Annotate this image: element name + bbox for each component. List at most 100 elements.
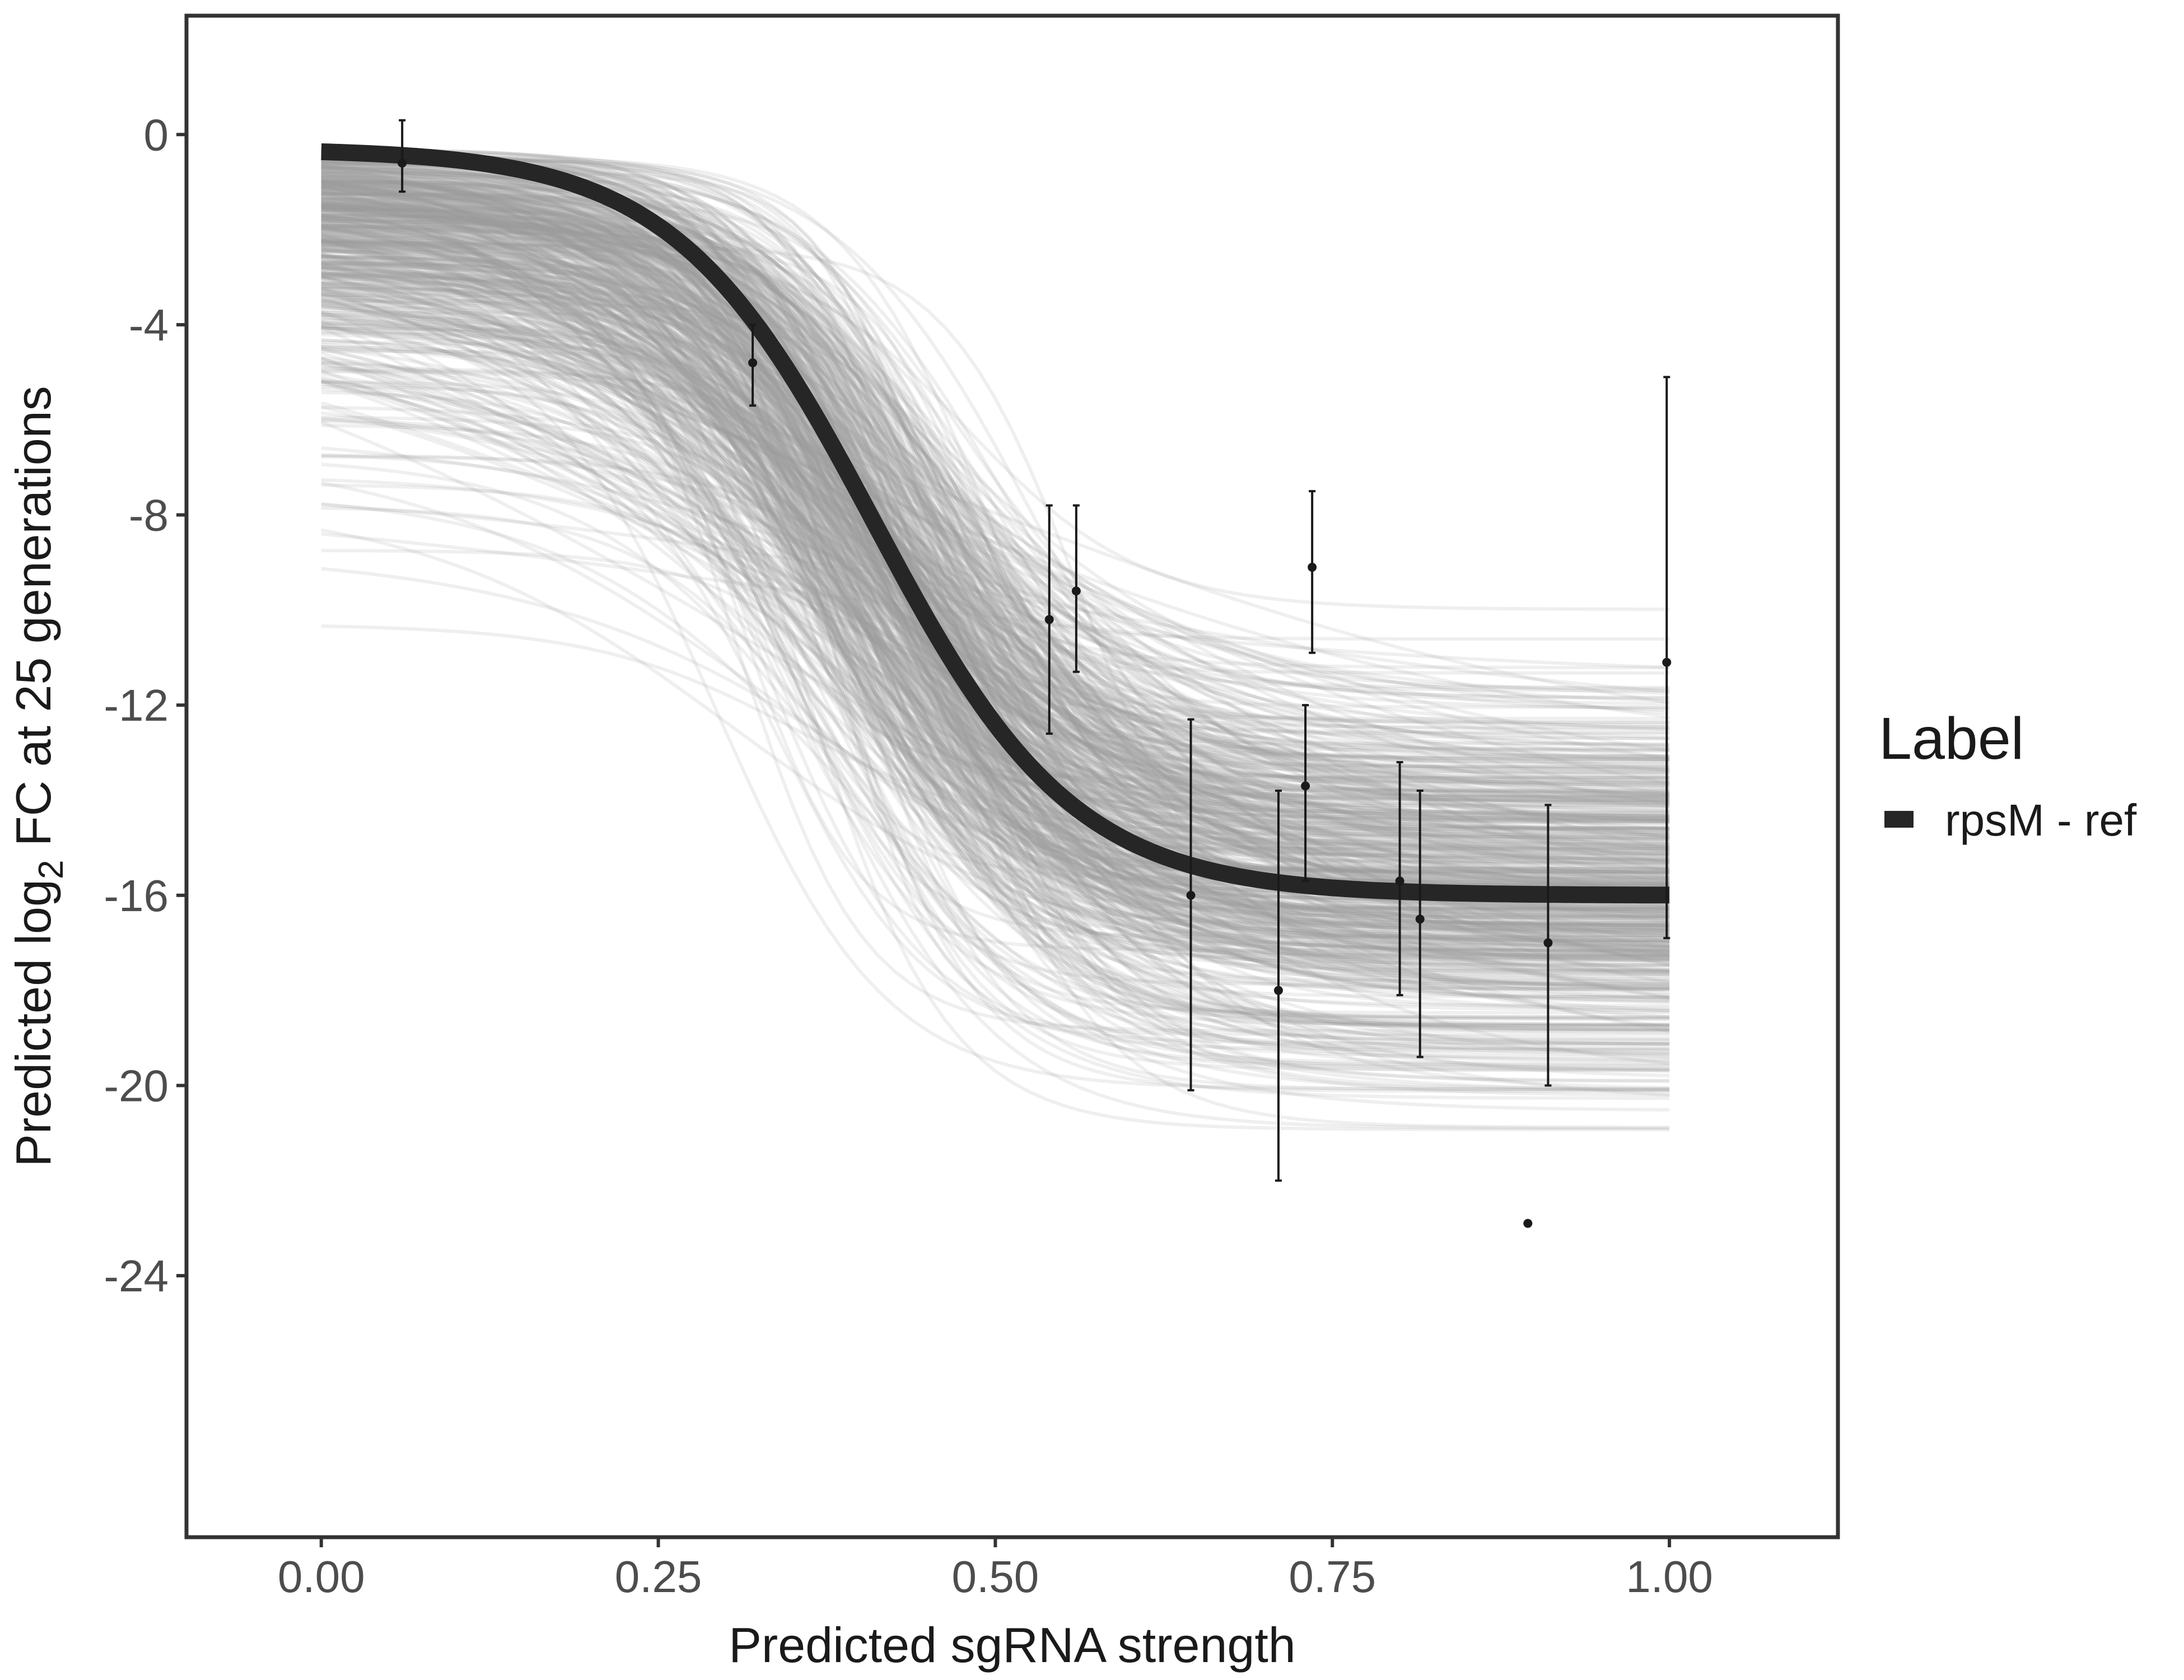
posterior-draw-line — [321, 234, 1670, 1001]
posterior-draw-line — [321, 263, 1670, 825]
posterior-draw-line — [321, 206, 1670, 785]
posterior-draw-line — [321, 195, 1670, 870]
posterior-draw-line — [321, 204, 1670, 831]
posterior-draw-line — [321, 186, 1670, 1012]
posterior-draw-line — [321, 180, 1670, 897]
posterior-draw-line — [321, 239, 1670, 843]
posterior-draw-line — [321, 213, 1670, 1031]
posterior-draw-line — [321, 192, 1670, 1020]
y-tick-label: -4 — [129, 300, 169, 350]
x-tick-label: 0.00 — [278, 1552, 365, 1602]
posterior-draw-line — [321, 292, 1670, 861]
posterior-draw-line — [321, 293, 1670, 952]
posterior-draw-line — [321, 202, 1670, 764]
posterior-draw-line — [321, 454, 1670, 958]
posterior-draw-line — [321, 204, 1670, 829]
posterior-draw-line — [321, 284, 1670, 710]
posterior-draw-line — [321, 197, 1670, 962]
posterior-draw-line — [321, 290, 1670, 799]
legend: Label rpsM - ref — [1879, 706, 2137, 845]
posterior-draw-line — [321, 202, 1670, 1000]
posterior-draw-line — [321, 208, 1670, 930]
posterior-draw-line — [321, 315, 1670, 772]
posterior-draw-line — [321, 356, 1670, 1004]
posterior-draw-line — [321, 227, 1670, 976]
posterior-draw-line — [321, 239, 1670, 886]
posterior-draw-line — [321, 171, 1670, 771]
posterior-draw-line — [321, 237, 1670, 762]
posterior-draw-line — [321, 223, 1670, 932]
posterior-draw-line — [321, 254, 1670, 796]
posterior-draw-line — [321, 274, 1670, 857]
posterior-draw-line — [321, 215, 1670, 735]
y-tick-label: -8 — [129, 491, 169, 540]
posterior-draw-line — [321, 221, 1670, 959]
posterior-draw-line — [321, 243, 1670, 958]
posterior-draw-line — [321, 478, 1670, 727]
posterior-draw-line — [321, 318, 1670, 838]
posterior-draw-line — [321, 361, 1670, 1026]
posterior-draw-line — [321, 176, 1670, 712]
posterior-draw-line — [321, 230, 1670, 925]
posterior-draw-line — [321, 286, 1670, 879]
posterior-draw-line — [321, 181, 1670, 807]
posterior-draw-line — [321, 254, 1670, 972]
posterior-draw-line — [321, 312, 1670, 801]
posterior-draw-line — [321, 293, 1670, 876]
posterior-draw-line — [321, 200, 1670, 749]
posterior-draw-line — [321, 214, 1670, 867]
posterior-draw-line — [320, 184, 1670, 950]
posterior-draw-line — [321, 202, 1670, 824]
posterior-draw-line — [321, 177, 1670, 998]
posterior-draw-line — [321, 178, 1670, 871]
posterior-draw-line — [321, 241, 1670, 796]
posterior-draw-line — [321, 166, 1670, 962]
posterior-draw-line — [321, 149, 1670, 842]
posterior-draw-line — [321, 155, 1670, 833]
posterior-draw-line — [321, 183, 1670, 731]
posterior-draw-line — [321, 147, 1670, 871]
posterior-draw-line — [321, 279, 1670, 802]
posterior-draw-line — [321, 248, 1670, 911]
posterior-draw-line — [321, 237, 1670, 995]
posterior-draw-line — [321, 506, 1670, 960]
posterior-draw-line — [321, 183, 1670, 822]
posterior-draw-line — [321, 318, 1670, 866]
posterior-draw-line — [321, 171, 1670, 981]
posterior-draw-line — [321, 189, 1670, 1026]
posterior-draw-line — [321, 226, 1670, 773]
posterior-draw-line — [321, 323, 1670, 990]
data-point — [1415, 914, 1425, 924]
data-point — [1395, 876, 1404, 886]
posterior-draw-line — [320, 297, 1670, 719]
posterior-draw-line — [321, 171, 1670, 1090]
posterior-draw-line — [321, 185, 1670, 960]
posterior-draw-line — [321, 268, 1670, 783]
posterior-draw-line — [321, 276, 1670, 809]
posterior-draw-line — [321, 195, 1670, 940]
posterior-draw-line — [321, 267, 1670, 837]
posterior-draw-line — [321, 205, 1670, 819]
posterior-draw-line — [321, 210, 1670, 1052]
posterior-draw-line — [321, 214, 1670, 856]
posterior-draw-line — [321, 150, 1670, 892]
posterior-draw-line — [321, 369, 1670, 822]
posterior-draw-line — [321, 322, 1670, 796]
posterior-draw-line — [321, 326, 1670, 818]
posterior-draw-line — [321, 213, 1670, 851]
posterior-draw-line — [321, 217, 1670, 789]
posterior-draw-line — [321, 288, 1670, 884]
posterior-draw-line — [321, 207, 1670, 960]
posterior-draw-line — [321, 172, 1670, 740]
posterior-draw-line — [321, 185, 1670, 921]
posterior-draw-line — [321, 169, 1670, 834]
posterior-draw-line — [321, 347, 1670, 948]
posterior-draw-line — [321, 167, 1670, 890]
posterior-draw-line — [320, 356, 1670, 909]
posterior-draw-line — [321, 180, 1670, 837]
data-point — [1273, 986, 1283, 995]
posterior-draw-line — [321, 262, 1670, 1068]
posterior-draw-line — [321, 216, 1670, 961]
posterior-draw-line — [320, 405, 1670, 864]
